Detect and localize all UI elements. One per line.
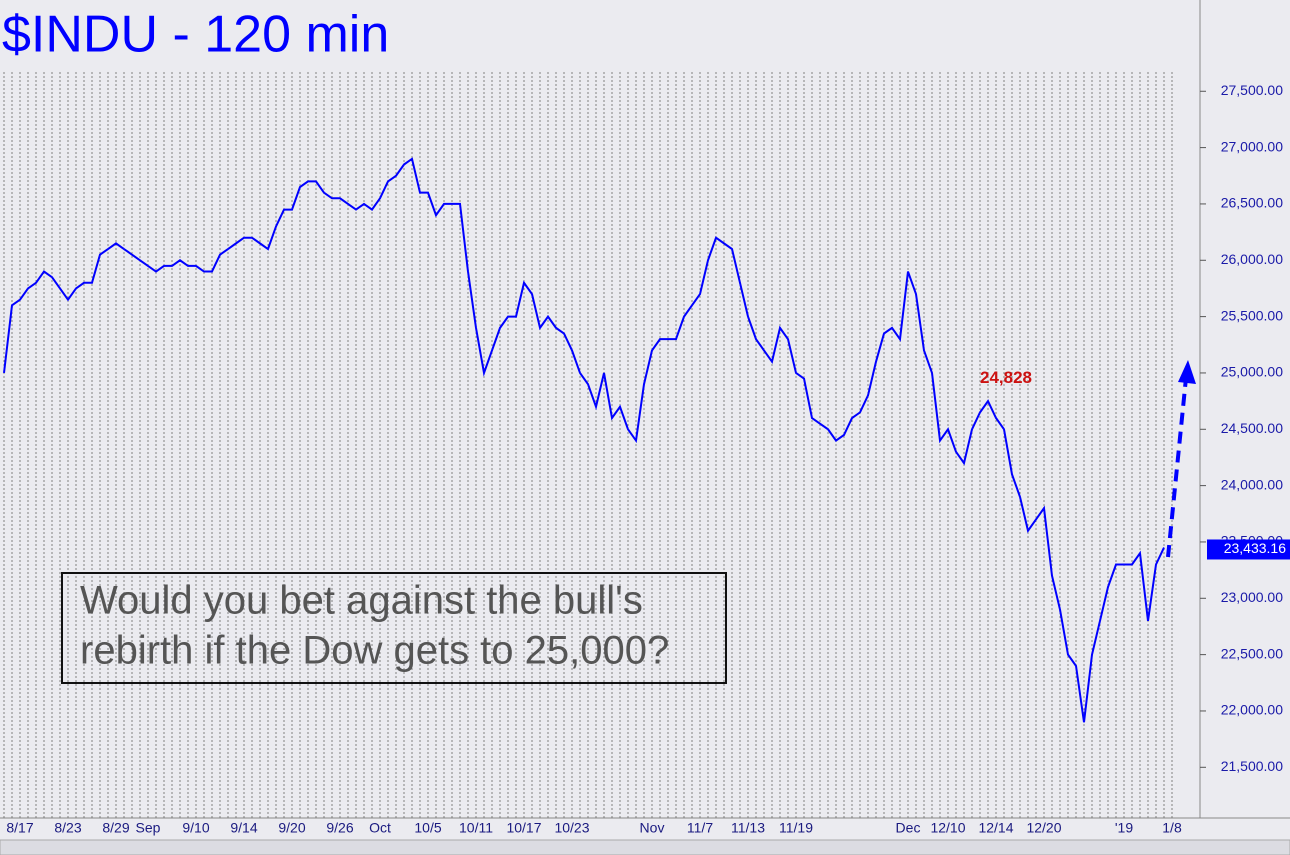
x-tick-label: 9/20	[278, 820, 305, 836]
x-tick-label: 1/8	[1162, 820, 1182, 836]
y-tick-label: 24,000.00	[1221, 476, 1283, 492]
y-tick-label: 22,000.00	[1221, 702, 1283, 718]
y-tick-label: 27,500.00	[1221, 82, 1283, 98]
x-tick-label: 9/10	[182, 820, 209, 836]
y-tick-label: 26,000.00	[1221, 251, 1283, 267]
x-tick-label: Dec	[896, 820, 921, 836]
y-tick-label: 23,000.00	[1221, 589, 1283, 605]
callout-text: rebirth if the Dow gets to 25,000?	[80, 629, 669, 673]
chart-title: $INDU - 120 min	[2, 6, 389, 64]
x-tick-label: 12/10	[930, 820, 965, 836]
peak-label: 24,828	[980, 368, 1032, 387]
x-tick-label: 12/20	[1026, 820, 1061, 836]
x-tick-label: 11/13	[731, 820, 765, 836]
x-tick-label: 8/29	[102, 820, 129, 836]
y-tick-label: 27,000.00	[1221, 138, 1283, 154]
x-tick-label: 11/7	[687, 820, 713, 836]
y-tick-label: 25,500.00	[1221, 307, 1283, 323]
callout-box	[61, 572, 727, 684]
x-tick-label: '19	[1115, 820, 1133, 836]
projection-arrow	[1166, 377, 1188, 558]
x-tick-label: Oct	[369, 820, 391, 836]
callout-text: Would you bet against the bull's	[80, 579, 643, 623]
x-tick-label: Nov	[640, 820, 665, 836]
price-line	[3, 157, 1165, 723]
arrow-head	[1178, 360, 1196, 384]
last-price-label: 23,433.16	[1224, 540, 1286, 556]
x-tick-label: 10/11	[459, 820, 493, 836]
x-tick-label: 10/23	[554, 820, 589, 836]
scrollbar[interactable]	[0, 839, 1290, 855]
x-tick-label: 12/14	[978, 820, 1013, 836]
x-tick-label: 10/5	[414, 820, 441, 836]
y-tick-label: 22,500.00	[1221, 645, 1283, 661]
y-tick-label: 24,500.00	[1221, 420, 1283, 436]
x-tick-label: Sep	[136, 820, 161, 836]
y-tick-label: 25,000.00	[1221, 364, 1283, 380]
last-price-box	[1207, 539, 1290, 560]
x-tick-label: 10/17	[506, 820, 541, 836]
y-tick-label: 21,500.00	[1221, 758, 1283, 774]
x-tick-label: 11/19	[779, 820, 813, 836]
x-tick-label: 9/14	[230, 820, 257, 836]
y-tick-label: 26,500.00	[1221, 195, 1283, 211]
x-tick-label: 9/26	[326, 820, 353, 836]
x-tick-label: 8/17	[6, 820, 33, 836]
x-tick-label: 8/23	[54, 820, 81, 836]
